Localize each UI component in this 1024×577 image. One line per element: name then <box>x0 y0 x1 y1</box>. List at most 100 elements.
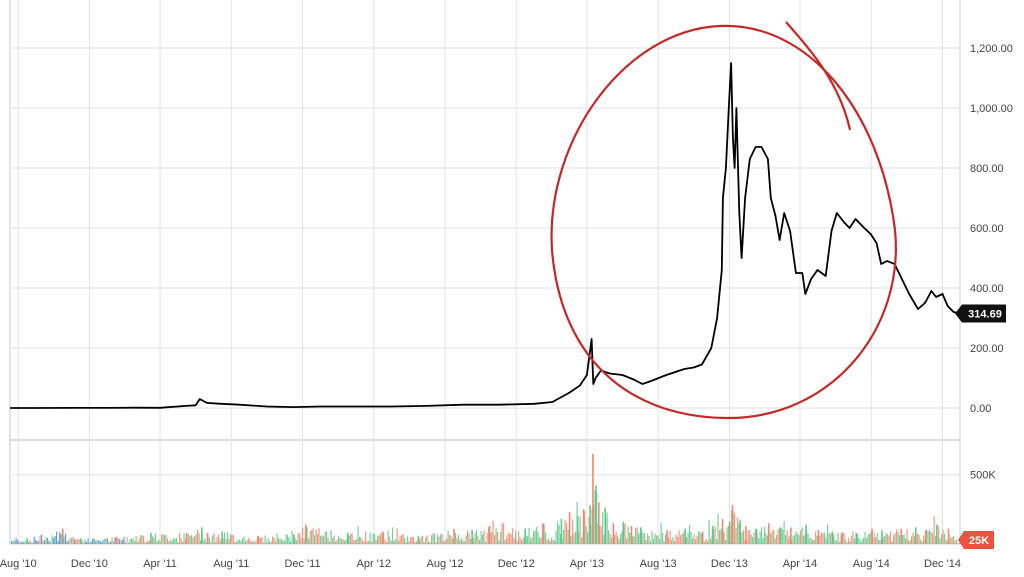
volume-bar <box>549 540 551 544</box>
volume-bar <box>411 536 413 544</box>
volume-bar <box>206 541 208 544</box>
volume-bar <box>374 534 376 544</box>
volume-bar <box>102 540 104 544</box>
volume-bar <box>522 537 524 544</box>
volume-bar <box>678 530 680 544</box>
volume-bar <box>822 533 824 544</box>
volume-bar <box>149 541 151 544</box>
volume-bar <box>749 530 751 544</box>
volume-bar <box>855 532 858 544</box>
volume-bar <box>248 537 250 544</box>
volume-bar <box>924 530 927 544</box>
volume-bar <box>257 535 260 544</box>
volume-bar <box>110 541 112 544</box>
volume-bar <box>93 538 95 544</box>
volume-bar <box>551 537 553 544</box>
volume-bar <box>401 535 403 544</box>
volume-bar <box>50 541 52 544</box>
volume-bar <box>435 542 437 544</box>
volume-bar <box>950 538 952 544</box>
volume-bar <box>21 541 23 544</box>
volume-bar <box>506 537 508 544</box>
y-tick-label: 600.00 <box>970 223 1004 235</box>
volume-bar <box>693 534 695 544</box>
volume-bar <box>304 524 307 544</box>
volume-bar <box>488 525 491 544</box>
volume-bar <box>353 540 355 544</box>
volume-bar <box>221 531 223 544</box>
volume-bar <box>604 507 607 544</box>
volume-bar <box>827 524 829 544</box>
volume-bar <box>563 529 565 544</box>
volume-bar <box>638 532 640 544</box>
volume-bar <box>161 534 163 544</box>
volume-bar <box>230 534 232 544</box>
volume-bar <box>870 532 872 544</box>
volume-bar <box>495 528 497 544</box>
volume-bar <box>20 542 22 544</box>
volume-bar <box>695 539 697 544</box>
volume-bar <box>393 540 395 544</box>
volume-bar <box>150 532 152 544</box>
volume-bar <box>558 525 560 544</box>
volume-bar <box>12 541 14 544</box>
volume-bar <box>363 541 365 544</box>
volume-bar <box>564 519 566 544</box>
volume-bar <box>871 528 873 544</box>
volume-bar <box>173 538 175 544</box>
volume-bar <box>959 542 961 544</box>
volume-bar <box>233 535 235 544</box>
volume-bar <box>860 541 862 544</box>
volume-bar <box>164 535 166 544</box>
volume-bar <box>645 539 647 544</box>
volume-bar <box>387 530 389 544</box>
volume-bar <box>219 539 221 544</box>
volume-bar <box>572 519 574 544</box>
last-volume-label: 25K <box>969 535 989 547</box>
volume-bar <box>440 534 442 544</box>
volume-bar <box>104 538 106 544</box>
volume-bar <box>72 537 74 544</box>
volume-bar <box>790 527 792 544</box>
volume-bar <box>455 532 457 544</box>
volume-bar <box>183 533 185 544</box>
volume-bar <box>269 541 271 544</box>
volume-bar <box>828 533 830 544</box>
volume-bar <box>777 528 779 544</box>
annotation-stroke <box>785 21 852 131</box>
volume-bar <box>786 530 788 544</box>
volume-bar <box>771 530 773 544</box>
volume-bar <box>513 538 515 544</box>
volume-bar <box>929 529 931 544</box>
volume-bar <box>302 527 304 544</box>
volume-bar <box>947 528 950 544</box>
volume-bar <box>477 536 479 544</box>
volume-bar <box>123 536 125 544</box>
volume-bar <box>267 537 269 544</box>
volume-bar <box>599 525 601 544</box>
volume-bar <box>327 537 329 544</box>
volume-bar <box>824 532 826 544</box>
volume-bar <box>483 530 485 544</box>
volume-bar <box>131 538 133 544</box>
volume-bar <box>909 540 911 544</box>
volume-bar <box>204 538 206 544</box>
volume-bar <box>767 535 769 544</box>
volume-bar <box>618 538 620 544</box>
volume-bar <box>519 537 521 544</box>
volume-bar <box>600 526 602 544</box>
volume-bar <box>351 533 353 544</box>
volume-bar <box>399 536 401 544</box>
volume-bar <box>721 519 724 544</box>
last-price-label: 314.69 <box>968 309 1002 321</box>
volume-bar <box>630 525 633 544</box>
volume-bar <box>320 535 322 544</box>
volume-bar <box>809 538 811 544</box>
volume-bar <box>735 527 737 544</box>
volume-bar <box>621 531 623 544</box>
volume-bar <box>485 541 487 544</box>
volume-bar <box>854 538 856 544</box>
volume-bar <box>71 537 73 544</box>
volume-bar <box>162 533 164 544</box>
volume-bar <box>299 533 301 544</box>
